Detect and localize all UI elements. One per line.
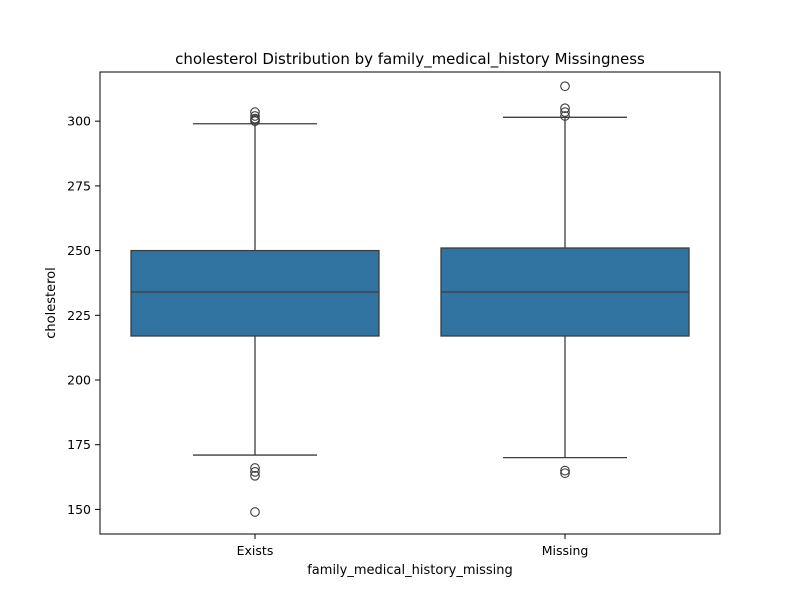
x-tick-label: Exists: [237, 543, 274, 558]
plot-area: Exists Missing 150 175 200 225 250 275 300: [67, 71, 721, 558]
outlier-point: [560, 81, 570, 92]
x-axis-label: family_medical_history_missing: [307, 563, 513, 578]
outlier-point: [250, 107, 260, 117]
outlier-point: [250, 507, 260, 517]
y-tick-label: 225: [67, 308, 91, 323]
y-tick-label: 300: [67, 114, 91, 129]
outlier-point: [250, 467, 260, 477]
outlier-point: [250, 113, 260, 124]
y-tick-label: 275: [67, 178, 91, 193]
outlier-point: [250, 470, 260, 481]
outlier-point: [560, 468, 570, 479]
outlier-point: [560, 103, 570, 114]
outlier-point: [250, 463, 260, 473]
outlier-point: [250, 111, 260, 121]
y-axis-label: cholesterol: [44, 267, 59, 338]
chart-title: cholesterol Distribution by family_medic…: [175, 50, 645, 69]
y-tick-label: 250: [67, 243, 91, 258]
x-tick-label: Missing: [542, 543, 589, 558]
outlier-point: [560, 111, 570, 121]
outlier-point: [560, 465, 570, 476]
outlier-point: [560, 107, 570, 117]
y-tick-label: 175: [67, 437, 91, 452]
plot-frame: [99, 71, 721, 535]
iqr-box: [130, 249, 380, 337]
y-tick-label: 200: [67, 373, 91, 388]
y-tick-label: 150: [67, 502, 91, 517]
